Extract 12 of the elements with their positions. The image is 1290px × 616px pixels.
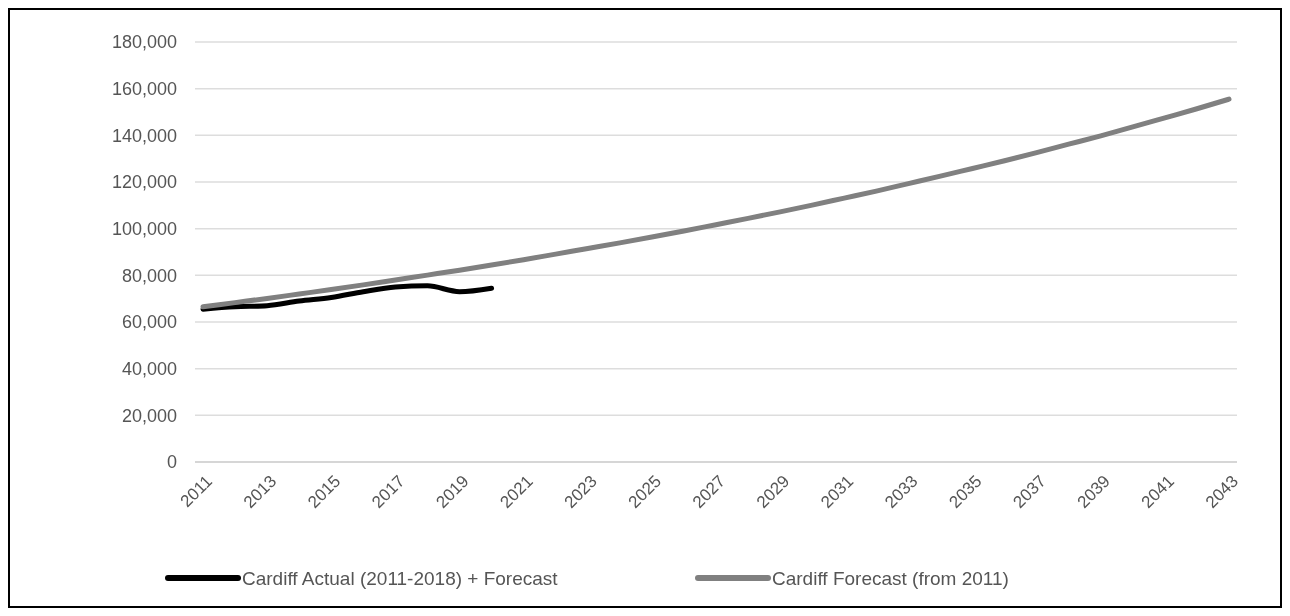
y-tick-label: 180,000 [111,32,177,53]
y-tick-label: 0 [166,452,177,473]
y-tick-label: 40,000 [121,358,177,379]
legend-label: Cardiff Actual (2011-2018) + Forecast [242,567,559,589]
y-tick-label: 100,000 [111,218,177,239]
y-tick-label: 60,000 [121,312,177,333]
y-tick-label: 120,000 [111,172,177,193]
legend-label: Cardiff Forecast (from 2011) [772,567,1009,589]
y-tick-label: 80,000 [121,265,177,286]
y-tick-label: 20,000 [121,405,177,426]
y-tick-label: 140,000 [111,125,177,146]
y-tick-label: 160,000 [111,78,177,99]
